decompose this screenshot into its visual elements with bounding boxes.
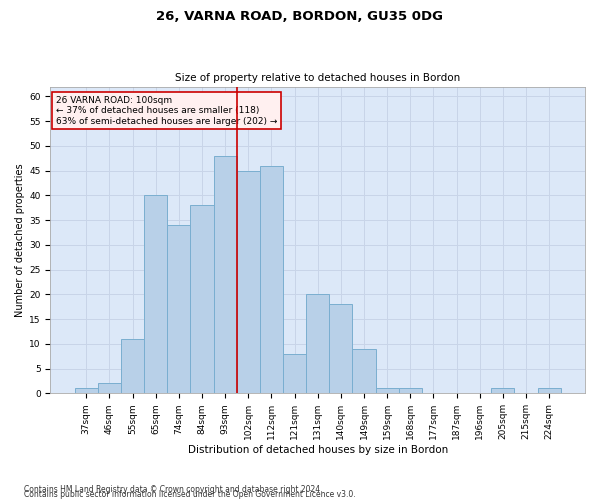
Bar xyxy=(74,388,98,394)
Bar xyxy=(306,294,329,394)
Bar xyxy=(190,206,214,394)
Title: Size of property relative to detached houses in Bordon: Size of property relative to detached ho… xyxy=(175,73,460,83)
Text: Contains public sector information licensed under the Open Government Licence v3: Contains public sector information licen… xyxy=(24,490,356,499)
Bar xyxy=(121,339,144,394)
X-axis label: Distribution of detached houses by size in Bordon: Distribution of detached houses by size … xyxy=(188,445,448,455)
Bar xyxy=(260,166,283,394)
Bar xyxy=(283,354,306,394)
Bar xyxy=(538,388,560,394)
Bar xyxy=(214,156,236,394)
Bar xyxy=(398,388,422,394)
Y-axis label: Number of detached properties: Number of detached properties xyxy=(15,163,25,317)
Text: 26, VARNA ROAD, BORDON, GU35 0DG: 26, VARNA ROAD, BORDON, GU35 0DG xyxy=(157,10,443,23)
Bar xyxy=(329,304,352,394)
Bar xyxy=(167,225,190,394)
Bar xyxy=(236,170,260,394)
Bar xyxy=(352,349,376,394)
Text: 26 VARNA ROAD: 100sqm
← 37% of detached houses are smaller (118)
63% of semi-det: 26 VARNA ROAD: 100sqm ← 37% of detached … xyxy=(56,96,277,126)
Bar xyxy=(98,384,121,394)
Text: Contains HM Land Registry data © Crown copyright and database right 2024.: Contains HM Land Registry data © Crown c… xyxy=(24,484,323,494)
Bar xyxy=(376,388,398,394)
Bar xyxy=(144,196,167,394)
Bar xyxy=(491,388,514,394)
